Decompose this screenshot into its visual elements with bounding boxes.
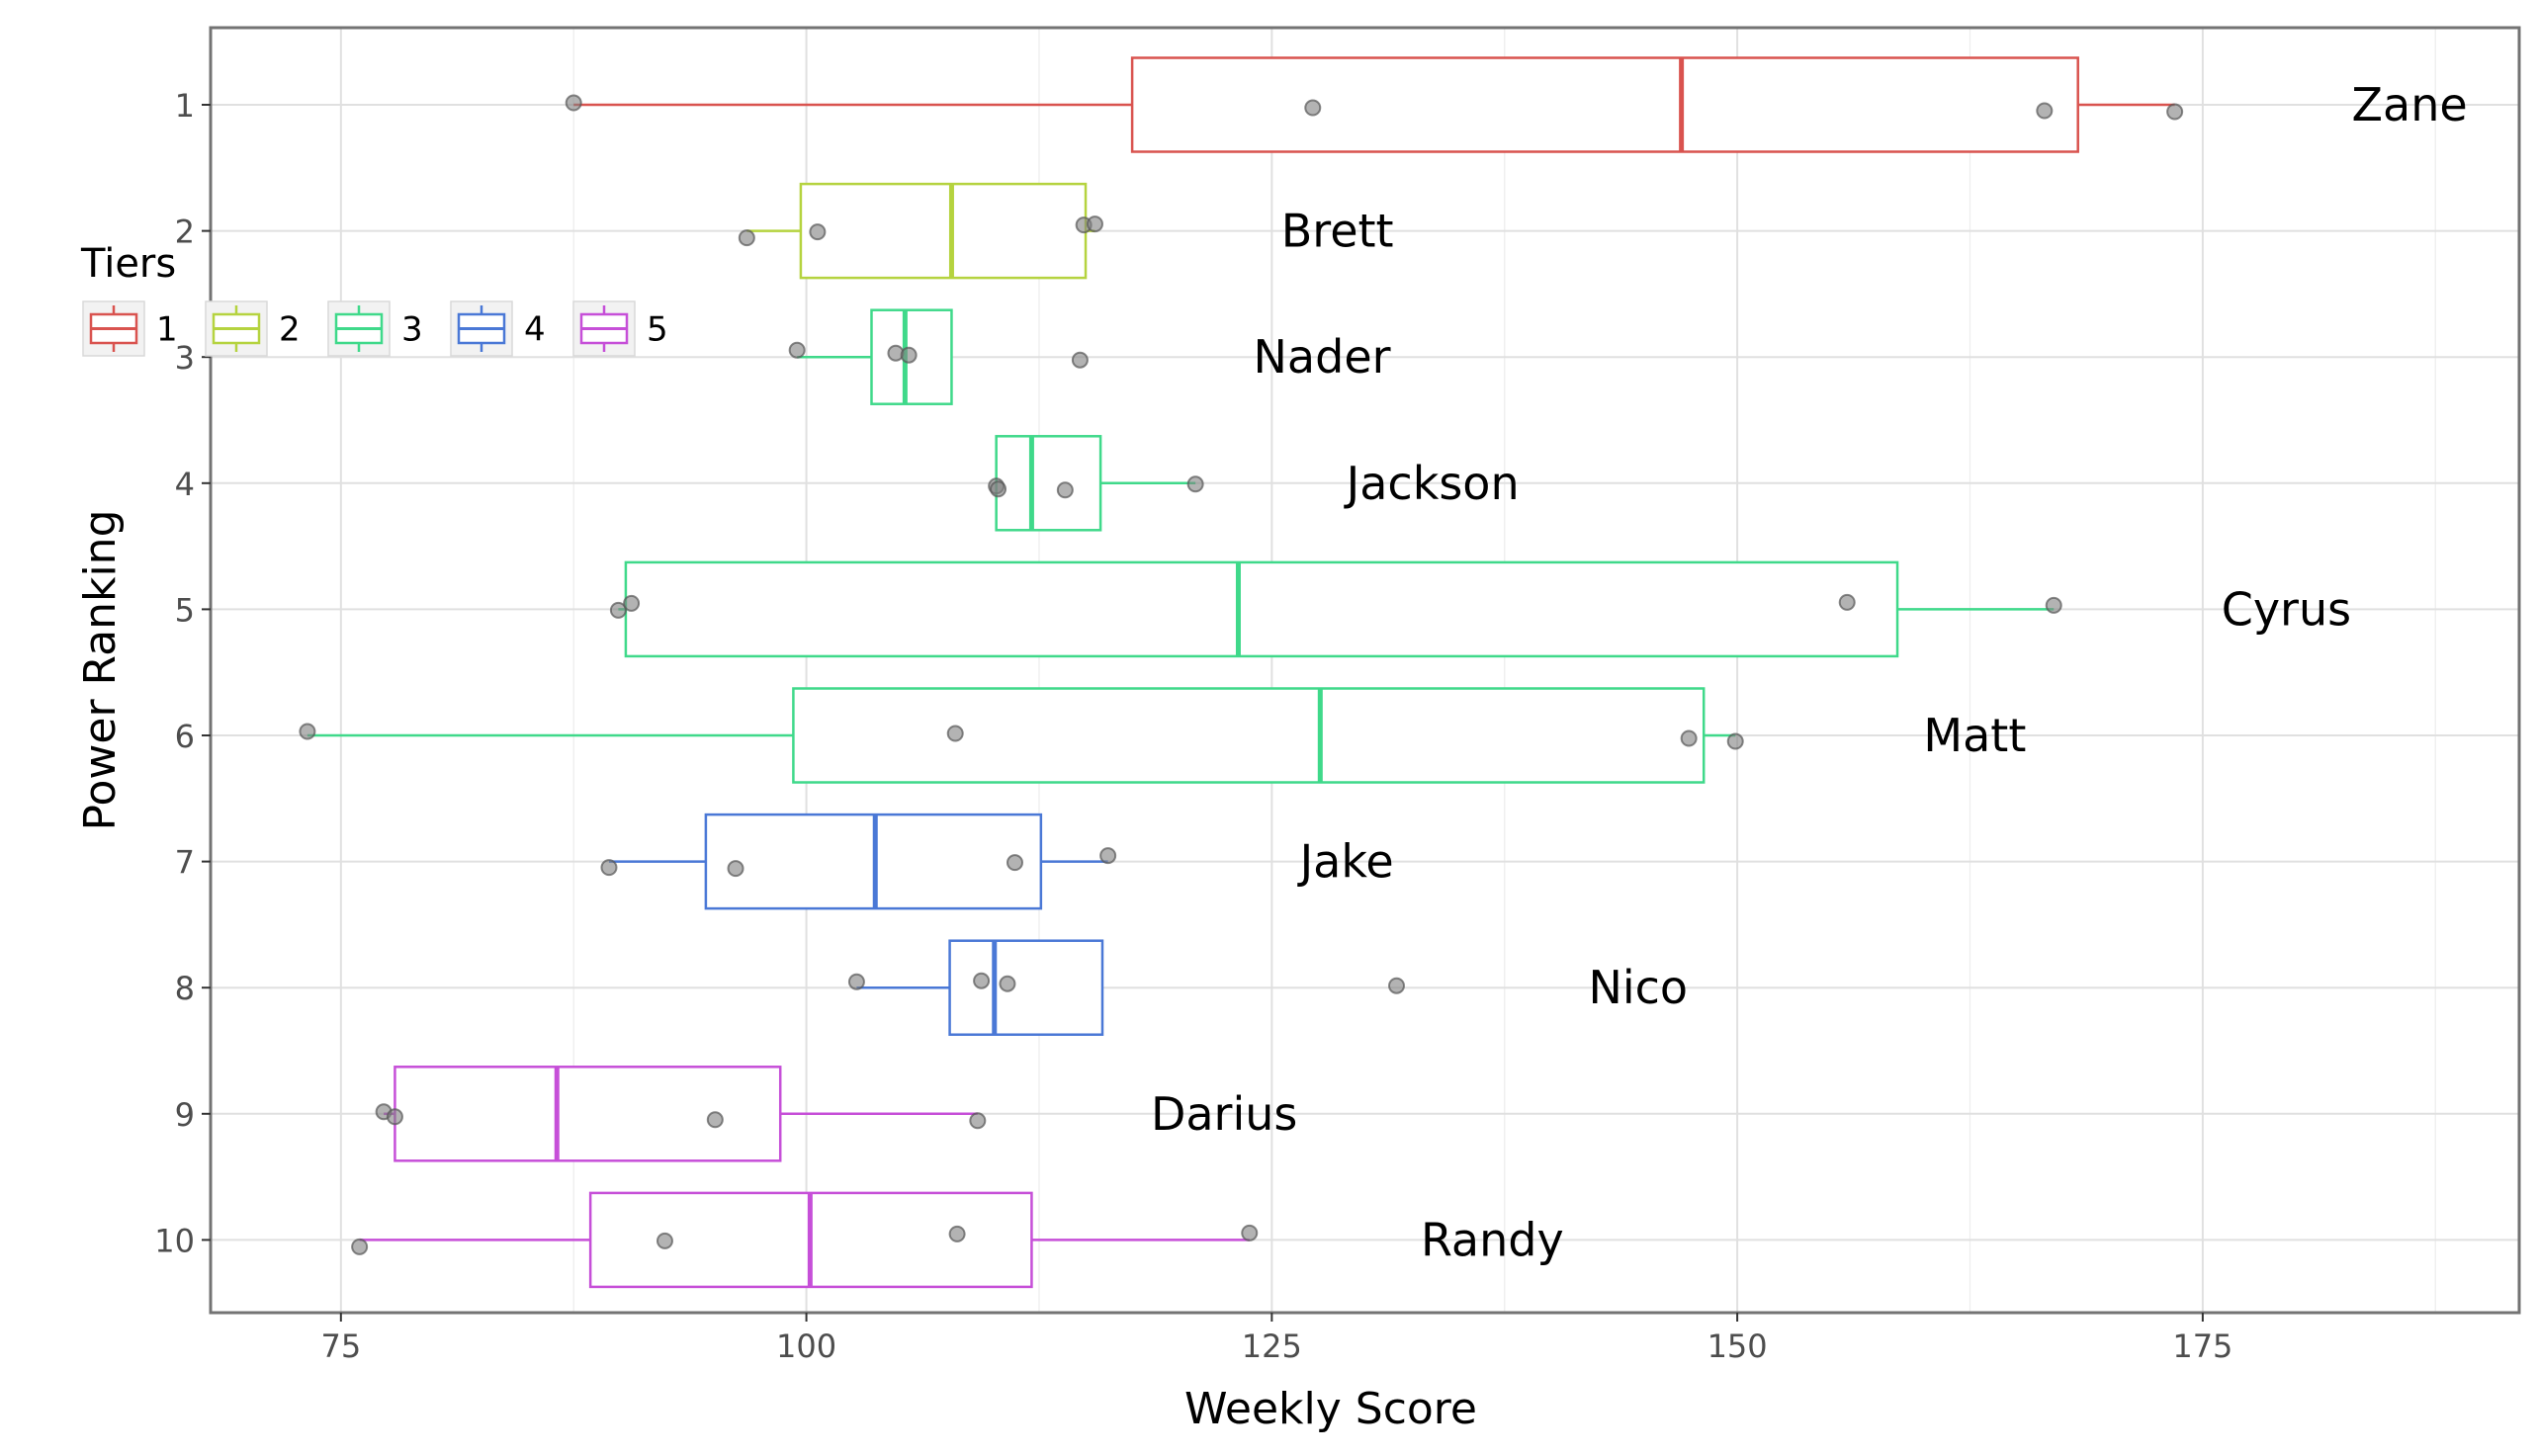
legend-label: 1: [156, 310, 178, 350]
box-rank-2: [746, 182, 1095, 280]
data-point: [788, 341, 806, 359]
data-point: [600, 859, 618, 877]
box-rank-4: [995, 435, 1196, 532]
data-point: [1388, 977, 1406, 994]
legend: Tiers 1 2 3 4 5: [80, 241, 668, 357]
player-name-label: Brett: [1281, 205, 1394, 258]
y-tick-label: 10: [154, 1222, 195, 1259]
data-point: [706, 1111, 724, 1129]
y-tick-label: 7: [175, 844, 195, 882]
data-point: [946, 725, 964, 742]
legend-label: 5: [647, 310, 668, 350]
boxplot-series: [306, 56, 2175, 1289]
data-point: [1086, 215, 1103, 233]
legend-entry-tier-1: 1: [82, 300, 178, 357]
player-name-label: Zane: [2352, 78, 2468, 131]
data-point: [2045, 596, 2062, 614]
interquartile-box: [394, 1066, 782, 1162]
box-rank-8: [856, 939, 1104, 1036]
interquartile-box: [1130, 56, 2079, 153]
data-point: [1056, 481, 1074, 499]
legend-label: 2: [279, 310, 301, 350]
x-tick-label: 150: [1707, 1328, 1768, 1365]
data-point: [1680, 729, 1698, 747]
legend-entry-tier-2: 2: [205, 300, 301, 357]
interquartile-box: [799, 182, 1088, 280]
data-point: [948, 1225, 966, 1242]
data-point: [2036, 102, 2054, 120]
player-name-label: Cyrus: [2222, 582, 2351, 636]
data-point: [656, 1232, 673, 1249]
player-name-label: Randy: [1421, 1213, 1564, 1266]
interquartile-box: [948, 939, 1104, 1036]
player-name-labels: Zane Brett Nader Jackson Cyrus Matt Jake Nico Da…: [1151, 78, 2468, 1266]
data-point: [623, 594, 641, 612]
x-axis-title: Weekly Score: [1184, 1384, 1477, 1434]
x-tick-label: 75: [320, 1328, 361, 1365]
legend-title: Tiers: [80, 241, 176, 287]
data-point: [847, 973, 865, 990]
data-point: [1838, 593, 1856, 611]
interquartile-box: [792, 687, 1706, 784]
y-tick-label: 6: [175, 718, 195, 755]
data-point: [386, 1108, 403, 1126]
player-name-label: Darius: [1151, 1087, 1297, 1141]
data-point: [900, 346, 918, 364]
box-rank-6: [306, 687, 1736, 784]
player-name-label: Matt: [1923, 709, 2026, 762]
data-point: [1006, 854, 1023, 872]
data-point: [609, 601, 627, 619]
player-name-label: Jake: [1297, 835, 1394, 889]
data-point: [999, 975, 1016, 992]
y-axis-title: Power Ranking: [75, 510, 126, 831]
box-rank-5: [618, 560, 2055, 658]
y-tick-label: 1: [175, 87, 195, 125]
y-axis-ticks: 1 2 3 4 5 6 7 8 9 10: [154, 87, 211, 1259]
data-point: [1304, 99, 1322, 117]
legend-entry-tier-4: 4: [450, 300, 546, 357]
data-point: [990, 480, 1007, 498]
x-tick-label: 175: [2172, 1328, 2232, 1365]
interquartile-box: [624, 560, 1899, 658]
legend-entry-tier-3: 3: [327, 300, 423, 357]
y-tick-label: 2: [175, 214, 195, 251]
data-point: [299, 723, 316, 740]
x-tick-label: 125: [1242, 1328, 1302, 1365]
data-point: [973, 972, 991, 989]
data-point: [1099, 847, 1117, 865]
y-tick-label: 4: [175, 466, 195, 503]
data-point: [2166, 103, 2184, 121]
data-point: [565, 94, 582, 112]
interquartile-box: [995, 435, 1102, 532]
y-tick-label: 5: [175, 591, 195, 629]
data-points: [299, 94, 2184, 1255]
y-tick-label: 3: [175, 339, 195, 377]
legend-label: 4: [524, 310, 546, 350]
data-point: [1726, 732, 1744, 750]
box-rank-1: [573, 56, 2175, 153]
data-point: [1241, 1224, 1259, 1242]
data-point: [809, 223, 827, 241]
y-tick-label: 9: [175, 1096, 195, 1134]
legend-entry-tier-5: 5: [572, 300, 668, 357]
data-point: [738, 229, 755, 247]
x-axis-ticks: 75 100 125 150 175: [320, 1313, 2232, 1365]
legend-label: 3: [401, 310, 423, 350]
box-rank-7: [608, 813, 1108, 910]
data-point: [727, 860, 744, 878]
data-point: [351, 1238, 369, 1255]
player-name-label: Nader: [1254, 330, 1391, 384]
player-name-label: Jackson: [1344, 457, 1520, 510]
player-name-label: Nico: [1588, 961, 1688, 1014]
data-point: [1071, 351, 1089, 369]
y-tick-label: 8: [175, 970, 195, 1007]
data-point: [1186, 475, 1204, 493]
x-tick-label: 100: [776, 1328, 836, 1365]
data-point: [969, 1112, 987, 1130]
plot-panel-border: [209, 26, 2521, 1315]
